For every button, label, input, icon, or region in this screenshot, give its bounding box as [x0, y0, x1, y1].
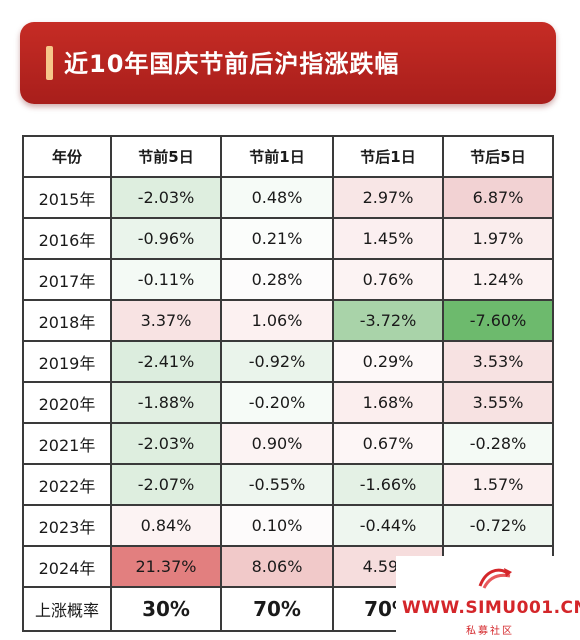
return-cell: 1.57%: [442, 463, 554, 506]
watermark: WWW.SIMU001.CN 私募社区: [396, 556, 580, 640]
return-cell: 2.97%: [332, 176, 444, 219]
year-cell: 2023年: [22, 504, 112, 547]
table-row: 2017年 -0.11% 0.28% 0.76% 1.24%: [22, 258, 554, 301]
return-cell: -7.60%: [442, 299, 554, 342]
return-cell: -2.41%: [110, 340, 222, 383]
return-cell: 1.97%: [442, 217, 554, 260]
return-cell: 1.06%: [220, 299, 334, 342]
return-cell: -2.07%: [110, 463, 222, 506]
year-cell: 2020年: [22, 381, 112, 424]
table-row: 2019年 -2.41% -0.92% 0.29% 3.53%: [22, 340, 554, 383]
watermark-url: WWW.SIMU001.CN: [402, 598, 580, 618]
year-cell: 2017年: [22, 258, 112, 301]
year-cell: 2018年: [22, 299, 112, 342]
title-banner: 近10年国庆节前后沪指涨跌幅: [20, 22, 556, 104]
return-cell: -0.44%: [332, 504, 444, 547]
return-cell: 1.45%: [332, 217, 444, 260]
probability-label: 上涨概率: [22, 586, 112, 632]
year-cell: 2021年: [22, 422, 112, 465]
return-cell: -0.55%: [220, 463, 334, 506]
header-year: 年份: [22, 135, 112, 178]
return-cell: 0.21%: [220, 217, 334, 260]
year-cell: 2024年: [22, 545, 112, 588]
return-cell: 0.84%: [110, 504, 222, 547]
return-cell: 3.53%: [442, 340, 554, 383]
return-cell: -2.03%: [110, 176, 222, 219]
header-pre-1d: 节前1日: [220, 135, 334, 178]
return-cell: -3.72%: [332, 299, 444, 342]
watermark-subtitle: 私募社区: [466, 626, 514, 637]
probability-row: 上涨概率 30% 70% 70%: [22, 586, 554, 632]
returns-table: 年份 节前5日 节前1日 节后1日 节后5日 2015年 -2.03% 0.48% 2…: [22, 135, 554, 632]
table-row: 2016年 -0.96% 0.21% 1.45% 1.97%: [22, 217, 554, 260]
table-row: 2021年 -2.03% 0.90% 0.67% -0.28%: [22, 422, 554, 465]
return-cell: 0.90%: [220, 422, 334, 465]
return-cell: -0.28%: [442, 422, 554, 465]
title-accent-bar: [46, 46, 53, 80]
return-cell: -1.66%: [332, 463, 444, 506]
return-cell: 1.68%: [332, 381, 444, 424]
header-post-5d: 节后5日: [442, 135, 554, 178]
return-cell: 0.76%: [332, 258, 444, 301]
year-cell: 2022年: [22, 463, 112, 506]
table-header-row: 年份 节前5日 节前1日 节后1日 节后5日: [22, 135, 554, 178]
return-cell: 0.67%: [332, 422, 444, 465]
probability-cell: 30%: [110, 586, 222, 632]
return-cell: -2.03%: [110, 422, 222, 465]
return-cell: -0.20%: [220, 381, 334, 424]
header-pre-5d: 节前5日: [110, 135, 222, 178]
table-row: 2018年 3.37% 1.06% -3.72% -7.60%: [22, 299, 554, 342]
return-cell: 0.29%: [332, 340, 444, 383]
return-cell: -0.72%: [442, 504, 554, 547]
return-cell: 8.06%: [220, 545, 334, 588]
return-cell: 0.48%: [220, 176, 334, 219]
page-title: 近10年国庆节前后沪指涨跌幅: [64, 50, 400, 78]
return-cell: 0.28%: [220, 258, 334, 301]
year-cell: 2016年: [22, 217, 112, 260]
header-post-1d: 节后1日: [332, 135, 444, 178]
return-cell: -0.11%: [110, 258, 222, 301]
table-row: 2015年 -2.03% 0.48% 2.97% 6.87%: [22, 176, 554, 219]
year-cell: 2015年: [22, 176, 112, 219]
return-cell: 3.55%: [442, 381, 554, 424]
return-cell: -0.96%: [110, 217, 222, 260]
return-cell: 1.24%: [442, 258, 554, 301]
year-cell: 2019年: [22, 340, 112, 383]
table-row: 2023年 0.84% 0.10% -0.44% -0.72%: [22, 504, 554, 547]
probability-cell: 70%: [220, 586, 334, 632]
simu-logo-icon: [478, 568, 512, 589]
return-cell: 6.87%: [442, 176, 554, 219]
table-row: 2020年 -1.88% -0.20% 1.68% 3.55%: [22, 381, 554, 424]
return-cell: 21.37%: [110, 545, 222, 588]
table-row: 2022年 -2.07% -0.55% -1.66% 1.57%: [22, 463, 554, 506]
return-cell: 3.37%: [110, 299, 222, 342]
return-cell: -1.88%: [110, 381, 222, 424]
return-cell: 0.10%: [220, 504, 334, 547]
return-cell: -0.92%: [220, 340, 334, 383]
